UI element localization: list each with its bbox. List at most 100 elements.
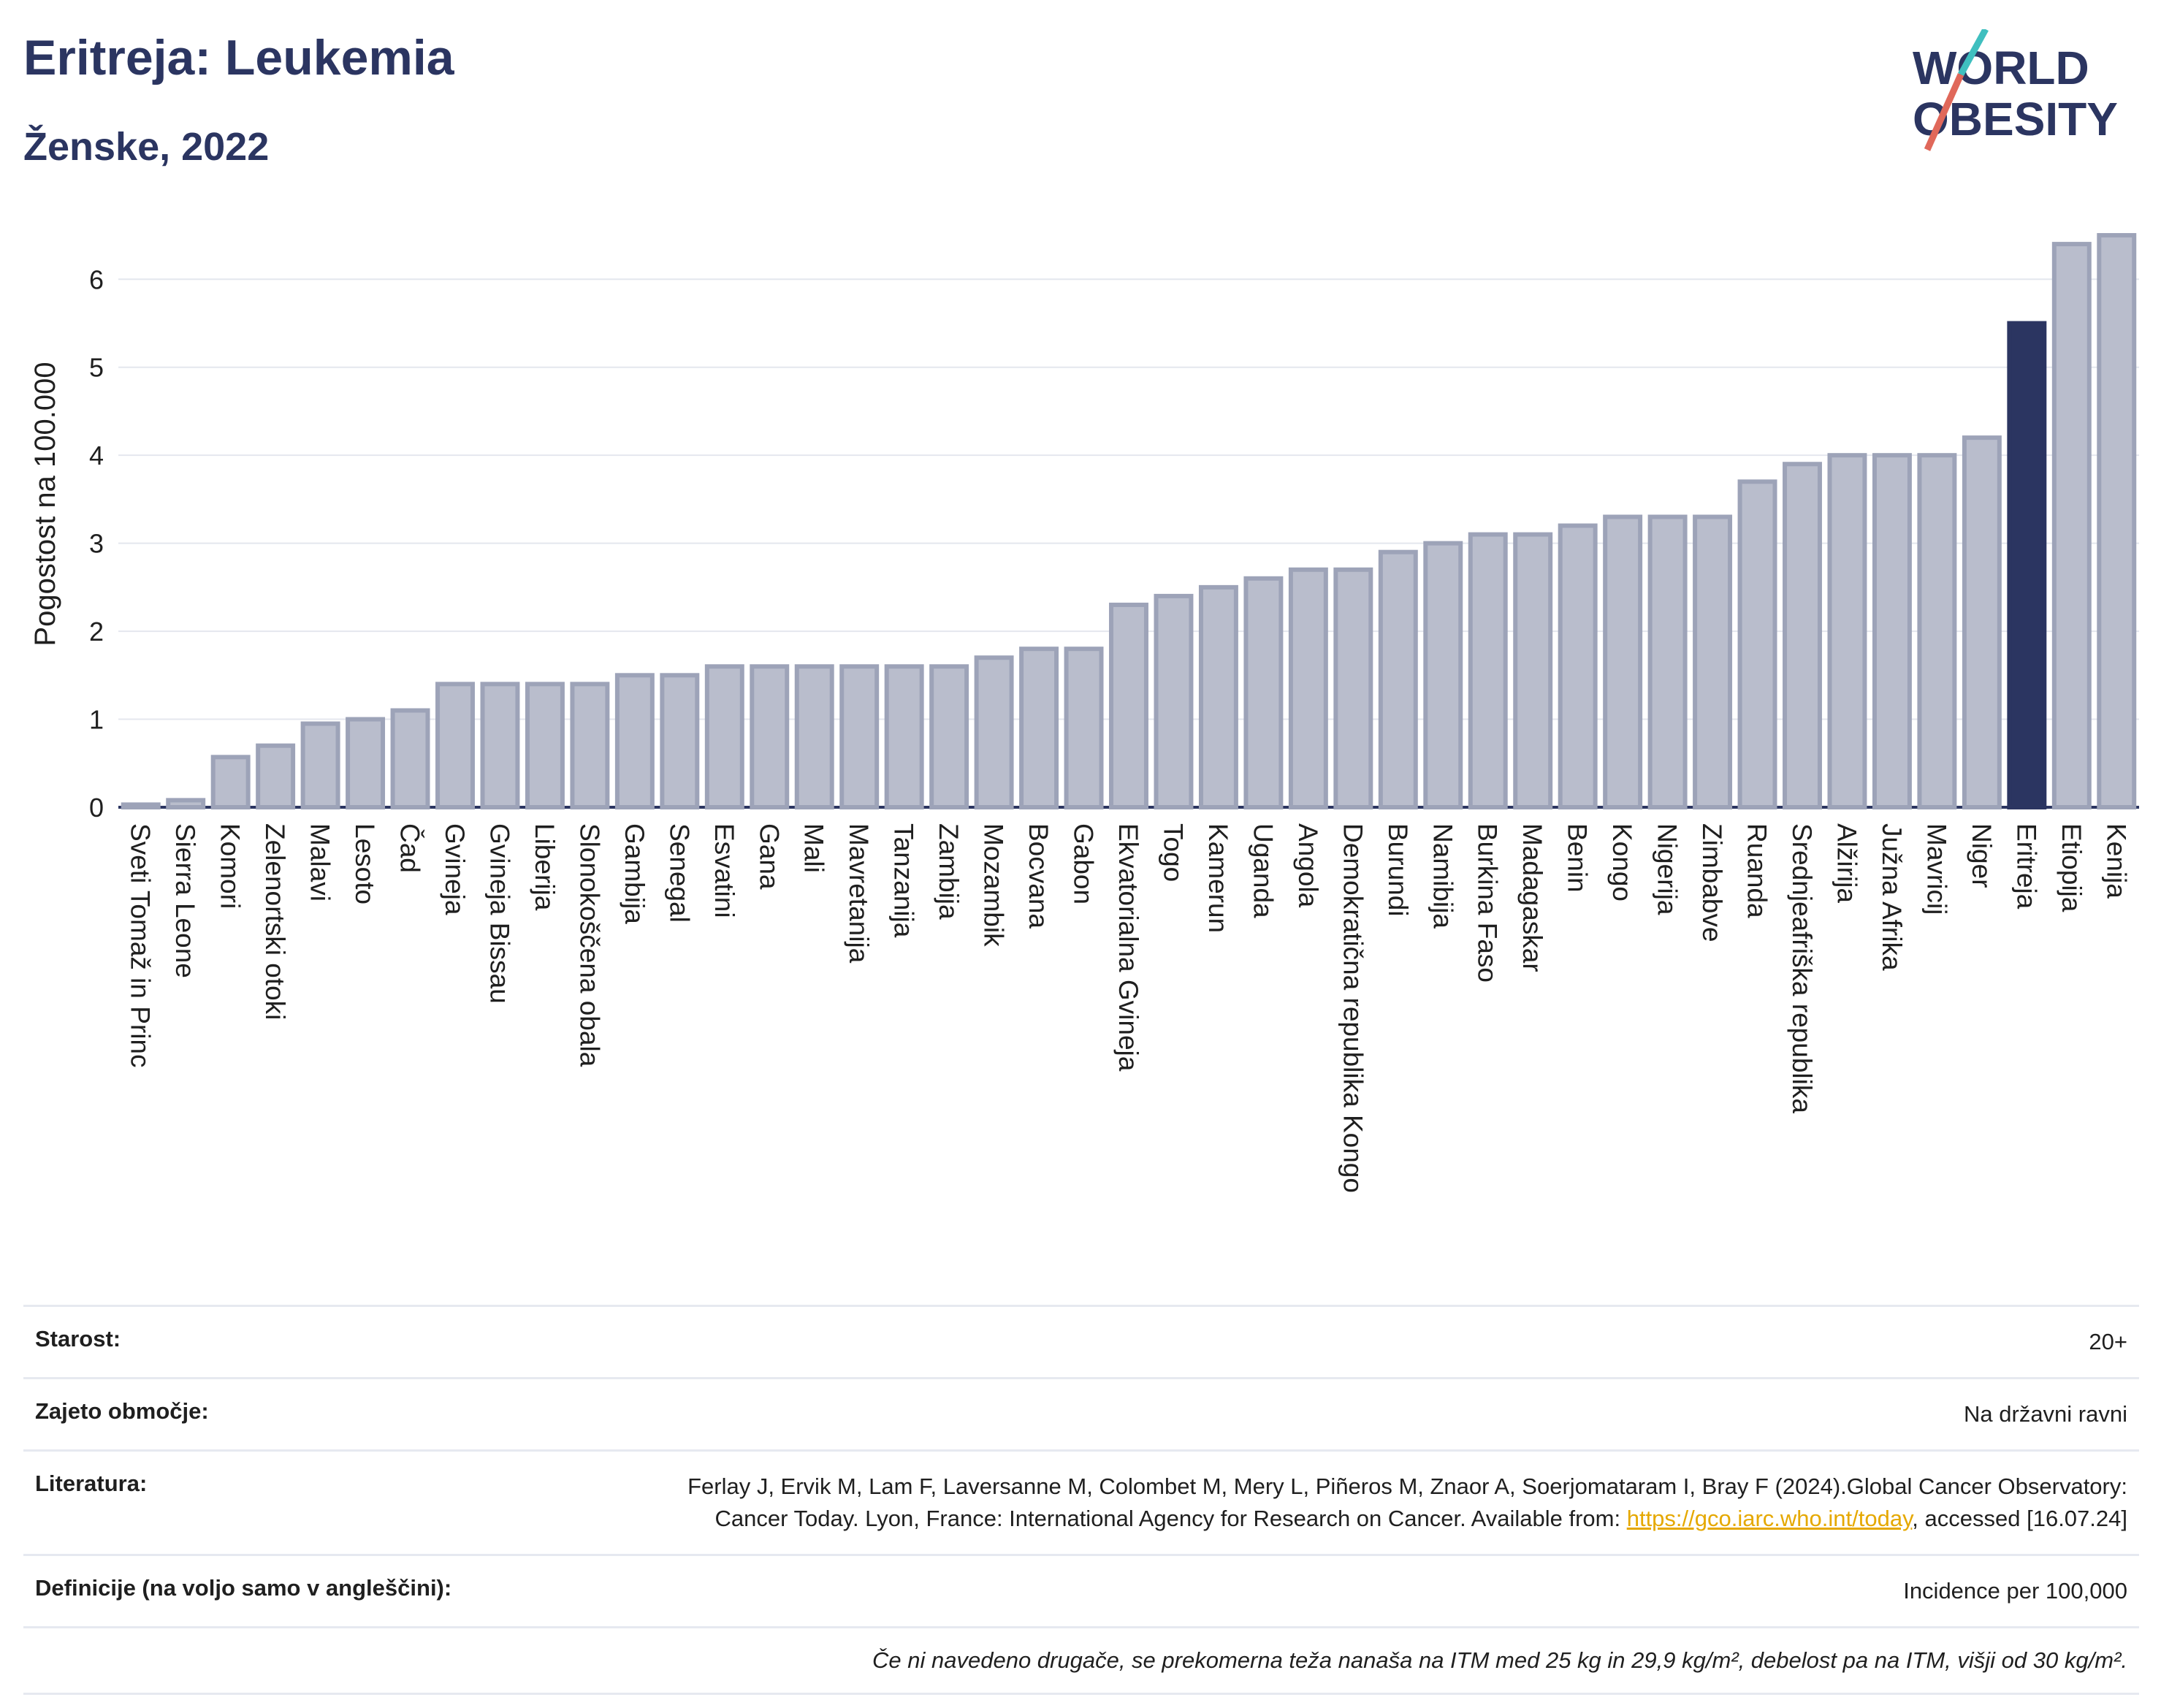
bar xyxy=(929,664,969,809)
x-tick-label: Gambija xyxy=(620,823,649,924)
bar xyxy=(480,682,520,810)
y-tick-label: 2 xyxy=(89,617,104,647)
x-tick-label: Gabon xyxy=(1069,823,1099,904)
x-tick-label: Burkina Faso xyxy=(1473,823,1503,983)
bar xyxy=(884,664,924,809)
x-tick-label: Uganda xyxy=(1248,823,1278,918)
logo-slash-teal xyxy=(1958,29,1989,77)
x-tick-labels: Sveti Tomaž in Princ Sierra Leone Komori Ze… xyxy=(126,823,2132,1193)
bar xyxy=(614,673,655,809)
bar xyxy=(390,708,430,809)
x-tick-label: Eritreja xyxy=(2011,823,2041,910)
bar xyxy=(2097,233,2137,809)
info-row-age: Starost: 20+ xyxy=(23,1305,2139,1377)
y-tick-label: 4 xyxy=(89,441,104,470)
footnote: Če ni navedeno drugače, se prekomerna te… xyxy=(872,1647,2127,1673)
x-tick-label: Zambija xyxy=(934,823,964,920)
x-tick-label: Angola xyxy=(1293,823,1323,908)
x-tick-label: Alžirija xyxy=(1832,823,1861,903)
bar xyxy=(1827,453,1867,809)
x-tick-label: Nigerija xyxy=(1653,823,1682,915)
bar xyxy=(704,664,744,809)
x-tick-label: Kenija xyxy=(2101,823,2131,899)
x-tick-label: Gana xyxy=(754,823,784,890)
bar xyxy=(974,655,1014,810)
logo-text-world: WORLD xyxy=(1913,42,2089,94)
x-tick-label: Etiopija xyxy=(2057,823,2086,912)
x-tick-label: Benin xyxy=(1563,823,1593,893)
bar xyxy=(839,664,880,809)
y-tick-labels: 0 1 2 3 4 5 6 xyxy=(89,264,104,823)
bar xyxy=(570,682,610,810)
bar xyxy=(210,755,251,809)
bar xyxy=(1468,532,1508,809)
x-tick-label: Namibija xyxy=(1428,823,1457,929)
x-tick-label: Komori xyxy=(216,823,245,909)
bar xyxy=(166,798,206,810)
bar xyxy=(300,721,340,809)
x-tick-label: Burundi xyxy=(1383,823,1413,917)
bar xyxy=(1917,453,1957,809)
bar xyxy=(1737,479,1777,809)
y-tick-label: 5 xyxy=(89,353,104,383)
bar xyxy=(794,664,834,809)
age-label: Starost: xyxy=(35,1326,121,1351)
x-tick-label: Malavi xyxy=(305,823,335,901)
x-tick-label: Srednjeafriška republika xyxy=(1787,823,1817,1113)
logo-slash-coral xyxy=(1924,73,1964,151)
x-tick-label: Kamerun xyxy=(1203,823,1233,933)
bar xyxy=(1647,514,1688,809)
bar xyxy=(1603,514,1643,809)
x-tick-label: Senegal xyxy=(664,823,694,923)
info-row-definitions: Definicije (na voljo samo v angleščini):… xyxy=(23,1554,2139,1626)
area-label: Zajeto območje: xyxy=(35,1398,209,1424)
bar xyxy=(1962,435,2002,809)
bar xyxy=(1019,647,1059,809)
bar xyxy=(1154,593,1194,810)
y-tick-label: 3 xyxy=(89,529,104,559)
bar xyxy=(1109,602,1148,809)
x-tick-label: Kongo xyxy=(1607,823,1637,901)
x-tick-label: Gvineja xyxy=(440,823,470,915)
bar xyxy=(1378,549,1418,809)
definitions-value: Incidence per 100,000 xyxy=(1903,1578,2127,1604)
bar xyxy=(256,743,296,810)
y-axis-label: Pogostost na 100.000 xyxy=(29,362,61,646)
x-tick-label: Zelenortski otoki xyxy=(260,823,290,1020)
x-tick-label: Madagaskar xyxy=(1517,823,1547,972)
bar xyxy=(1783,462,1822,809)
bar xyxy=(1288,567,1328,809)
literature-label: Literatura: xyxy=(35,1471,148,1496)
world-obesity-logo: WORLD OBESITY xyxy=(1913,29,2118,151)
literature-value: Ferlay J, Ervik M, Lam F, Laversanne M, … xyxy=(666,1471,2127,1535)
age-value: 20+ xyxy=(2089,1329,2127,1354)
bar xyxy=(1693,514,1733,809)
x-tick-label: Sierra Leone xyxy=(170,823,200,978)
literature-link[interactable]: https://gco.iarc.who.int/today xyxy=(1626,1506,1913,1531)
bar xyxy=(1558,523,1598,809)
x-tick-label: Bocvana xyxy=(1024,823,1053,929)
bar xyxy=(1243,576,1284,809)
x-tick-label: Esvatini xyxy=(709,823,739,918)
page-title: Eritreja: Leukemia xyxy=(23,30,454,85)
x-tick-label: Mavricij xyxy=(1921,823,1951,915)
x-tick-label: Niger xyxy=(1967,823,1997,888)
bar xyxy=(1872,453,1912,809)
info-row-area: Zajeto območje: Na državni ravni xyxy=(23,1377,2139,1449)
definitions-label: Definicije (na voljo samo v angleščini): xyxy=(35,1575,452,1601)
bar xyxy=(2051,242,2092,810)
x-tick-label: Južna Afrika xyxy=(1877,823,1907,971)
bar xyxy=(525,682,565,810)
x-tick-label: Togo xyxy=(1158,823,1188,882)
bar xyxy=(1423,541,1463,809)
x-tick-label: Tanzanija xyxy=(889,823,919,938)
bar xyxy=(1513,532,1553,809)
page-subtitle: Ženske, 2022 xyxy=(23,125,270,169)
info-row-literature: Literatura: Ferlay J, Ervik M, Lam F, La… xyxy=(23,1449,2139,1554)
bar xyxy=(1333,567,1373,809)
info-table: Starost: 20+ Zajeto območje: Na državni … xyxy=(23,1305,2139,1695)
x-tick-label: Zimbabve xyxy=(1697,823,1727,942)
bar xyxy=(435,682,475,810)
x-tick-label: Slonokoščena obala xyxy=(574,823,604,1067)
x-tick-label: Sveti Tomaž in Princ xyxy=(126,823,156,1068)
